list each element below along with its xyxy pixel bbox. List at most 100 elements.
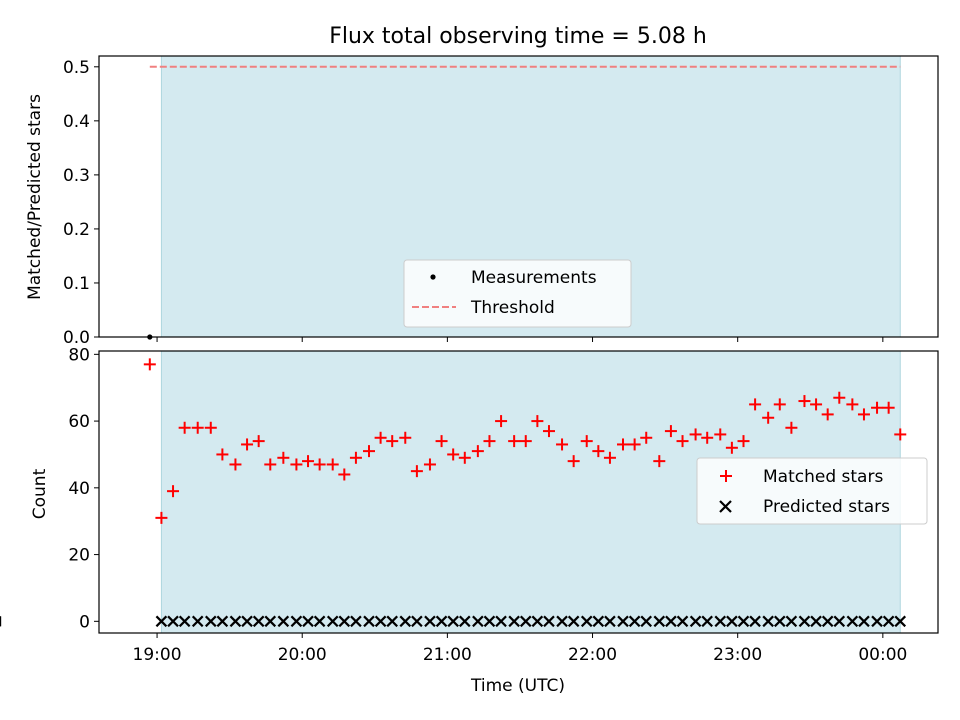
matched-star-point <box>640 431 653 444</box>
predicted-star-stroke <box>785 615 798 628</box>
predicted-star-stroke <box>749 615 761 628</box>
matched-star-point <box>749 398 762 411</box>
predicted-star-point <box>798 615 811 628</box>
top-y-tick-label: 0.2 <box>63 220 90 240</box>
predicted-star-point <box>531 615 544 628</box>
bottom-y-tick-label: 20 <box>68 546 90 566</box>
matched-star-point <box>191 421 204 434</box>
predicted-star-point <box>411 615 423 628</box>
predicted-star-point <box>882 615 895 628</box>
matched-star-point <box>664 425 677 438</box>
matched-star-point <box>435 435 448 448</box>
predicted-star-stroke <box>178 615 191 628</box>
predicted-star-stroke <box>472 615 484 628</box>
predicted-star-stroke <box>204 615 217 628</box>
predicted-star-stroke <box>640 615 653 628</box>
predicted-star-point <box>399 615 412 628</box>
predicted-star-point <box>277 615 290 628</box>
bottom-x-tick-label: 23:00 <box>713 645 762 665</box>
legend-measurements-label: Measurements <box>471 268 597 288</box>
matched-star-point <box>556 438 569 451</box>
predicted-star-point <box>495 615 507 628</box>
legend-matched-marker <box>720 470 732 482</box>
predicted-star-point <box>665 615 677 628</box>
bottom-y-tick-label: 0 <box>79 612 90 632</box>
matched-star-point <box>349 451 362 464</box>
predicted-star-stroke <box>519 615 532 628</box>
matched-star-point <box>338 468 351 481</box>
top-y-tick-label: 0.0 <box>63 328 90 348</box>
predicted-star-stroke <box>350 615 362 628</box>
bottom-axes-frame <box>98 350 939 634</box>
predicted-star-point <box>604 615 616 628</box>
predicted-star-stroke <box>798 615 811 628</box>
matched-star-point <box>628 438 641 451</box>
predicted-star-stroke <box>338 615 351 628</box>
matched-star-point <box>617 438 630 451</box>
predicted-star-stroke <box>556 615 568 628</box>
predicted-star-point <box>472 615 484 628</box>
matched-star-point <box>592 445 605 458</box>
predicted-star-point <box>737 615 750 628</box>
predicted-star-stroke <box>302 615 314 628</box>
matched-star-point <box>178 421 191 434</box>
predicted-star-point <box>785 615 798 628</box>
bottom-legend: Matched stars Predicted stars <box>696 457 928 525</box>
matched-star-point <box>264 458 277 471</box>
predicted-star-stroke <box>229 615 242 628</box>
matched-star-point <box>762 411 775 424</box>
matched-star-point <box>725 441 738 454</box>
predicted-star-point <box>894 615 907 628</box>
predicted-star-point <box>640 615 653 628</box>
matched-star-point <box>399 431 412 444</box>
predicted-star-point <box>762 615 774 628</box>
matched-star-point <box>423 458 436 471</box>
matched-star-point <box>229 458 242 471</box>
predicted-star-point <box>714 615 727 628</box>
predicted-star-point <box>483 615 496 628</box>
bottom-legend-box <box>696 457 928 525</box>
predicted-star-stroke <box>726 615 738 628</box>
matched-star-point <box>495 415 508 428</box>
bottom-x-tick-label: 00:00 <box>858 645 907 665</box>
predicted-star-stroke <box>894 615 907 628</box>
predicted-star-stroke <box>290 615 303 628</box>
predicted-star-point <box>374 615 387 628</box>
predicted-star-point <box>543 615 555 628</box>
matched-star-point <box>714 428 727 441</box>
legend-matched-label: Matched stars <box>763 467 883 487</box>
chart-title: Flux total observing time = 5.08 h <box>329 24 707 49</box>
predicted-star-point <box>810 615 822 628</box>
predicted-star-stroke <box>701 615 713 628</box>
predicted-star-point <box>241 615 253 628</box>
bottom-x-tick-label: 19:00 <box>133 645 182 665</box>
predicted-star-point <box>846 615 859 628</box>
predicted-star-point <box>628 615 641 628</box>
predicted-star-point <box>871 615 883 628</box>
legend-threshold-label: Threshold <box>470 298 555 318</box>
predicted-star-point <box>617 615 629 628</box>
bottom-x-tick-label: 22:00 <box>568 645 617 665</box>
matched-star-point <box>410 465 423 478</box>
predicted-star-stroke <box>424 615 436 628</box>
matched-star-point <box>241 438 254 451</box>
matched-star-point <box>471 445 484 458</box>
matched-star-point <box>871 401 884 414</box>
predicted-star-point <box>338 615 351 628</box>
predicted-star-point <box>290 615 303 628</box>
matched-star-point <box>252 435 265 448</box>
predicted-star-point <box>229 615 242 628</box>
top-y-tick-label: 0.3 <box>63 166 90 186</box>
matched-star-point <box>458 451 471 464</box>
predicted-star-point <box>386 615 398 628</box>
predicted-star-stroke <box>191 615 204 628</box>
predicted-star-stroke <box>374 615 387 628</box>
predicted-star-stroke <box>495 615 507 628</box>
matched-star-point <box>216 448 229 461</box>
predicted-star-point <box>833 615 846 628</box>
matched-star-point <box>531 415 544 428</box>
predicted-star-stroke <box>252 615 265 628</box>
predicted-star-point <box>216 615 229 628</box>
matched-star-point <box>653 455 666 468</box>
predicted-star-stroke <box>483 615 496 628</box>
